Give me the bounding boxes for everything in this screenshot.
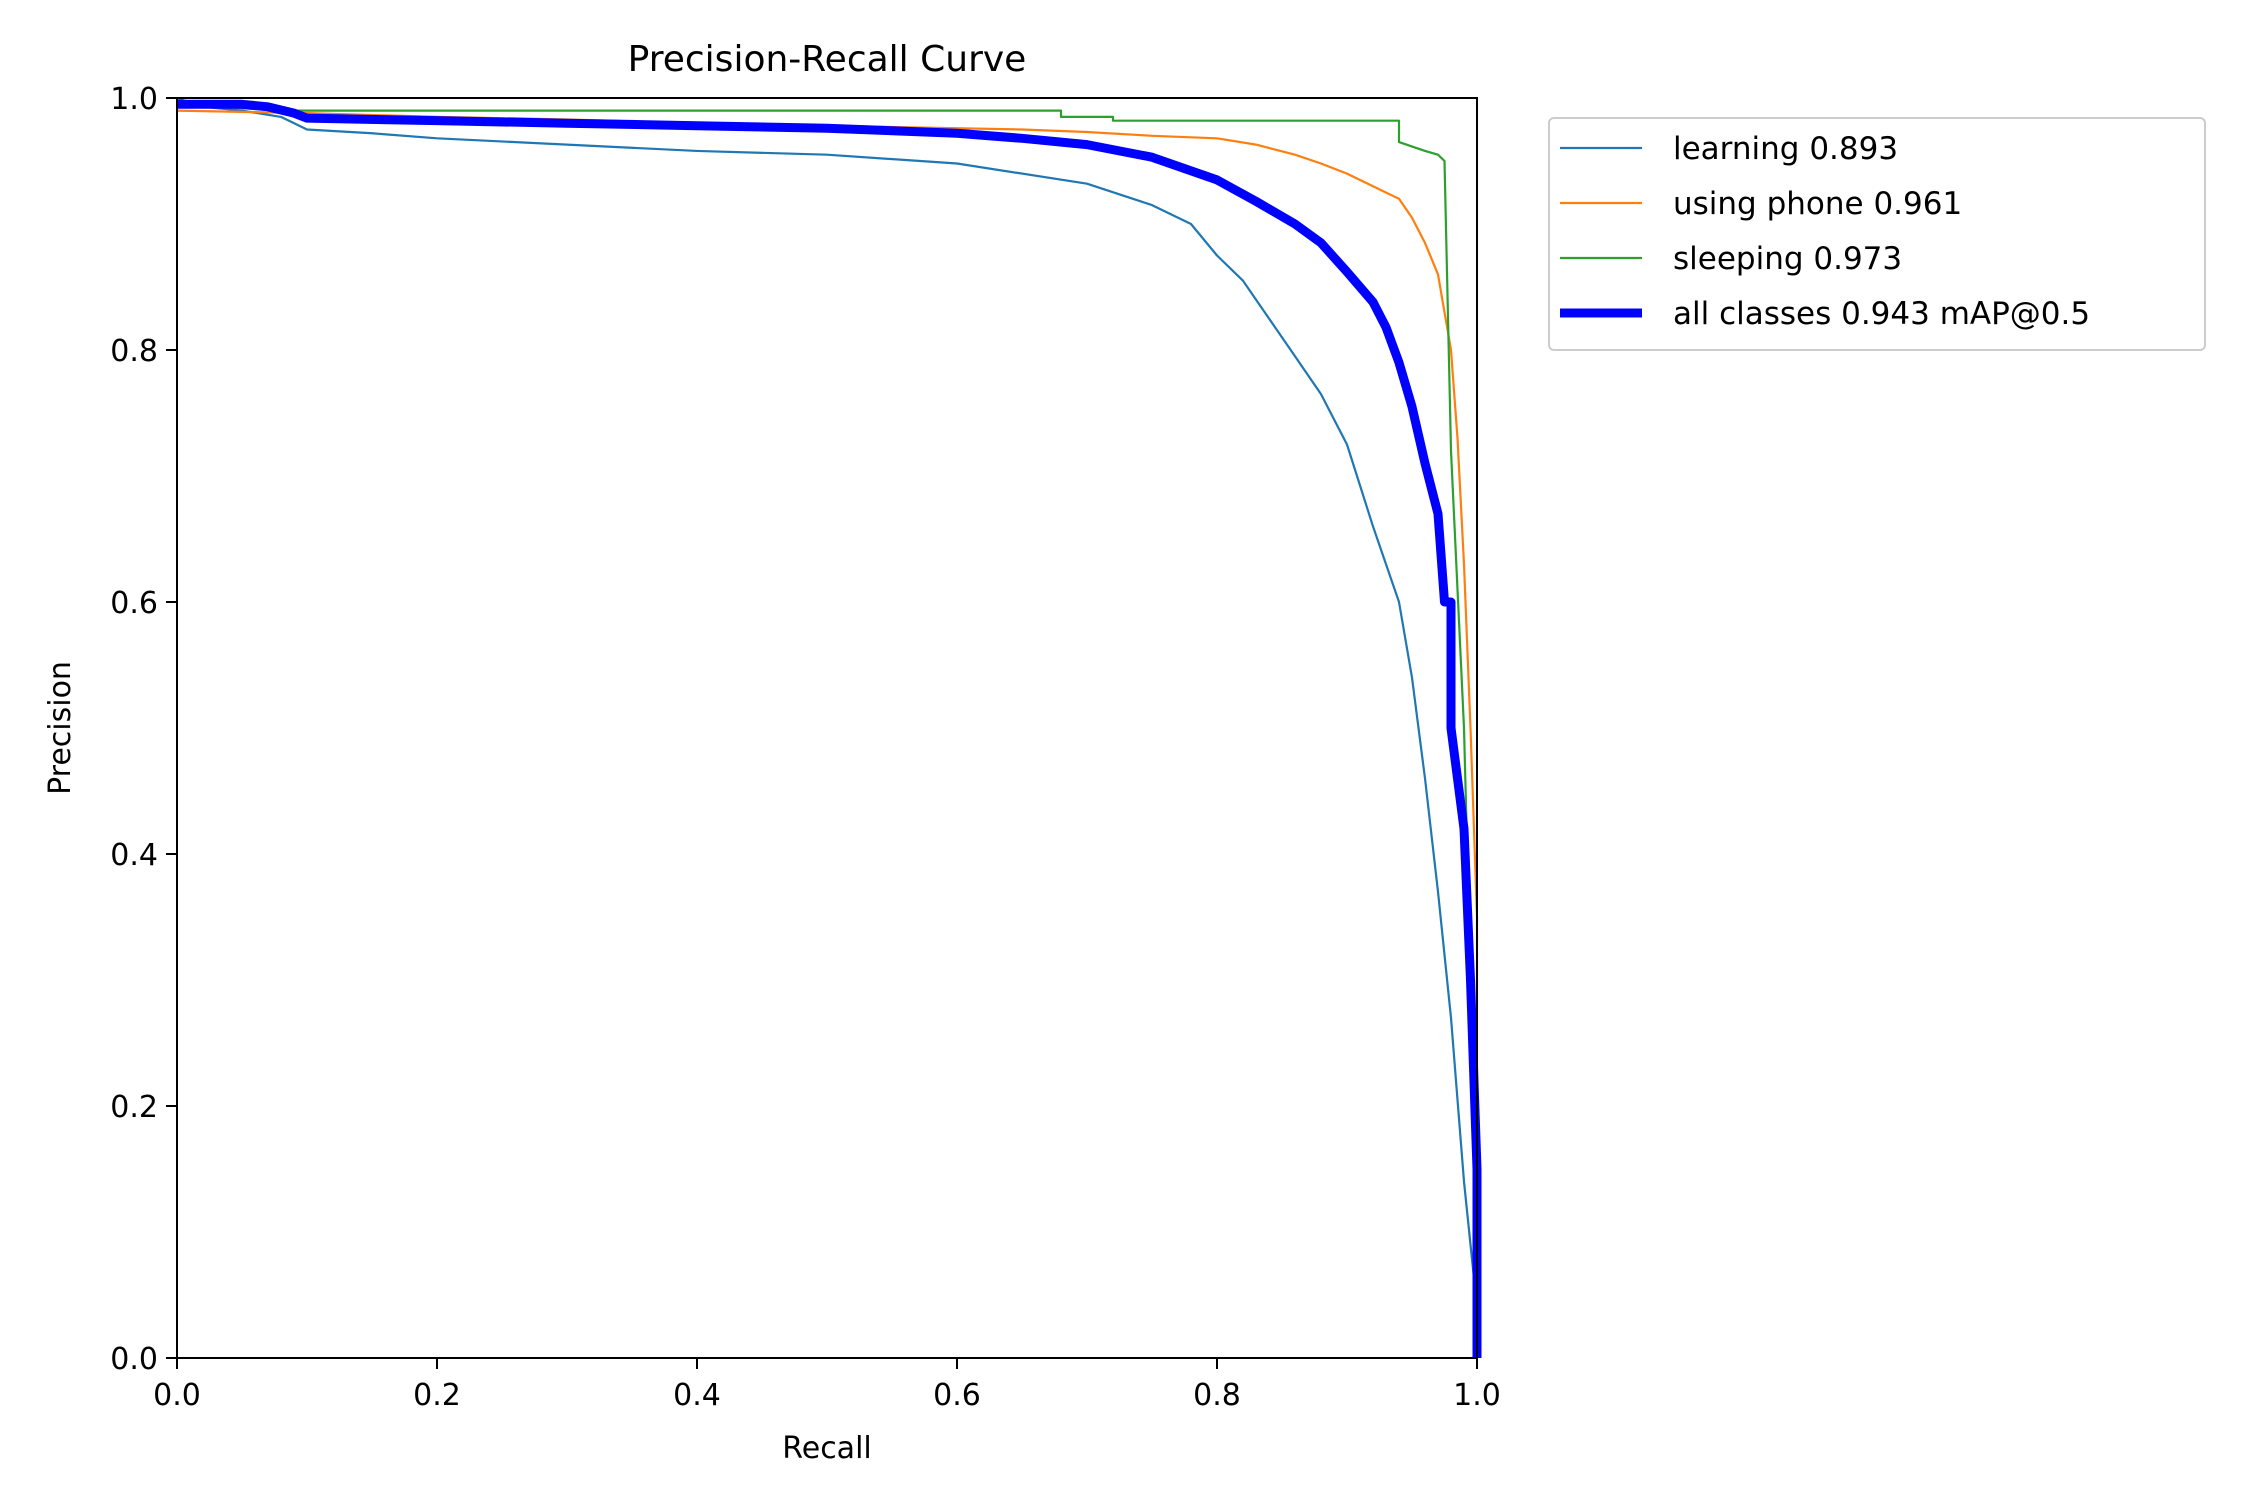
y-ticks: 0.0 0.2 0.4 0.6 0.8 1.0	[110, 82, 177, 1377]
series-layer	[176, 96, 1482, 1358]
y-tick-label: 0.4	[110, 838, 158, 873]
x-axis: 0.0 0.2 0.4 0.6 0.8 1.0 Recall	[153, 1358, 1501, 1466]
x-tick-label: 0.0	[153, 1378, 201, 1413]
legend-items: learning 0.893 using phone 0.961 sleeping …	[1560, 131, 2090, 332]
legend-entry-2: using phone 0.961	[1673, 186, 1962, 222]
x-tick-label: 0.8	[1193, 1378, 1241, 1413]
y-tick-label: 1.0	[110, 82, 158, 117]
x-tick-label: 0.4	[673, 1378, 721, 1413]
x-tick-label: 0.2	[413, 1378, 461, 1413]
x-axis-label: Recall	[782, 1431, 872, 1466]
y-tick-label: 0.8	[110, 334, 158, 369]
y-tick-label: 0.6	[110, 586, 158, 621]
series-line-4	[177, 99, 1482, 1358]
plot-background	[177, 98, 1477, 1358]
x-tick-label: 0.6	[933, 1378, 981, 1413]
y-tick-label: 0.2	[110, 1090, 158, 1125]
x-ticks: 0.0 0.2 0.4 0.6 0.8 1.0	[153, 1358, 1501, 1413]
y-tick-label: 0.0	[110, 1342, 158, 1377]
legend-box	[1548, 117, 2206, 351]
plot-frame	[176, 97, 1478, 1359]
y-axis-label: Precision	[43, 661, 78, 795]
chart-title: Precision-Recall Curve	[628, 39, 1027, 80]
series-line-1	[176, 96, 1479, 1358]
legend-entry-3: sleeping 0.973	[1673, 241, 1902, 277]
plot-area	[176, 96, 1482, 1359]
y-axis: 0.0 0.2 0.4 0.6 0.8 1.0 Precision	[43, 82, 177, 1377]
legend: learning 0.893 using phone 0.961 sleeping …	[1548, 117, 2206, 351]
legend-entry-1: learning 0.893	[1673, 131, 1898, 167]
series-line-3	[176, 103, 1479, 1358]
legend-entry-4: all classes 0.943 mAP@0.5	[1673, 296, 2090, 332]
x-tick-label: 1.0	[1453, 1378, 1501, 1413]
